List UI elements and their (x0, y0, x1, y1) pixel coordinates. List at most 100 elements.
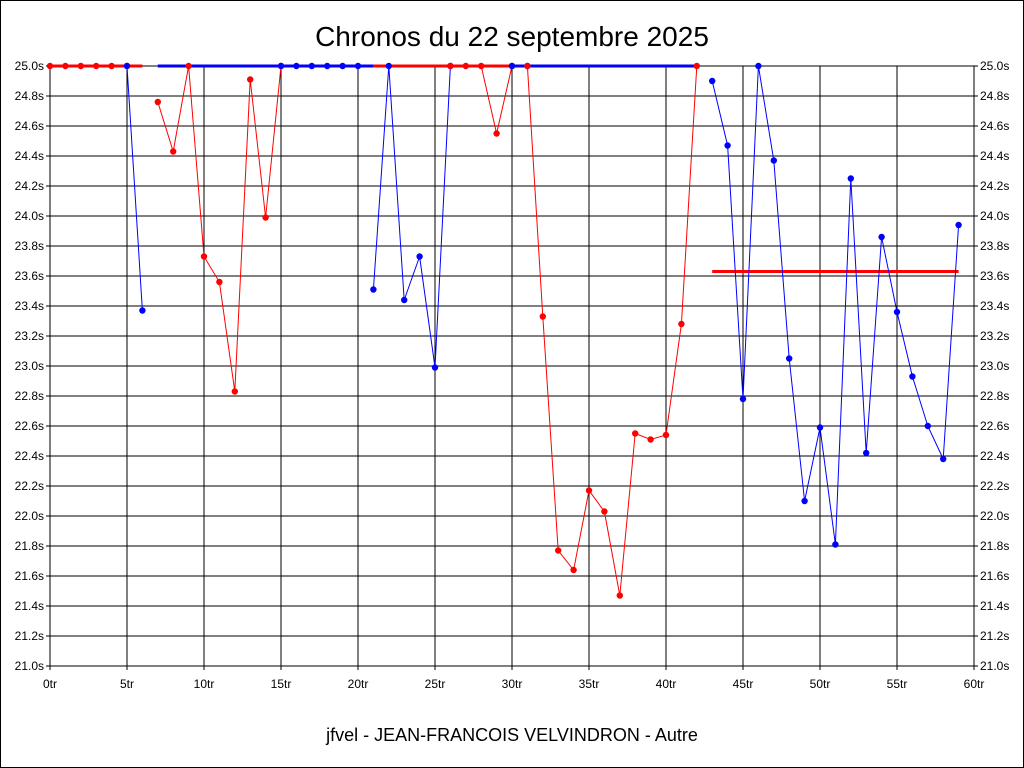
data-point (662, 431, 670, 439)
x-tick-label: 15tr (271, 677, 292, 691)
y-tick-label-right: 24.2s (980, 179, 1009, 193)
data-point (647, 436, 654, 443)
data-point (308, 62, 315, 70)
x-tick-label: 25tr (425, 677, 446, 691)
y-tick-label-right: 23.6s (980, 269, 1009, 283)
y-tick-label-right: 24.4s (980, 149, 1009, 163)
chart-title: Chronos du 22 septembre 2025 (315, 21, 709, 52)
x-tick-label: 20tr (348, 677, 369, 691)
y-tick-label-right: 22.6s (980, 419, 1009, 433)
data-point (108, 62, 115, 70)
y-tick-label-right: 23.4s (980, 299, 1009, 313)
data-point (431, 364, 439, 371)
data-point (401, 296, 408, 304)
x-tick-label: 0tr (43, 677, 57, 691)
data-point (724, 142, 731, 149)
grid (46, 65, 978, 670)
data-point (277, 62, 285, 70)
y-tick-label-left: 23.2s (15, 329, 44, 343)
y-tick-label-left: 23.4s (15, 299, 44, 313)
data-point (955, 221, 962, 229)
x-tick-label: 5tr (120, 677, 134, 691)
data-point (46, 62, 54, 70)
data-point (878, 233, 885, 241)
y-tick-label-right: 21.2s (980, 629, 1009, 643)
y-tick-label-right: 22.2s (980, 479, 1009, 493)
series-points (46, 62, 962, 599)
data-point (770, 157, 777, 164)
data-point (893, 308, 901, 316)
y-tick-label-right: 23.0s (980, 359, 1009, 373)
x-tick-label: 10tr (194, 677, 215, 691)
data-point (154, 98, 161, 106)
x-tick-label: 40tr (656, 677, 677, 691)
data-point (585, 487, 593, 494)
y-tick-label-right: 24.6s (980, 119, 1009, 133)
y-tick-label-left: 24.8s (15, 89, 44, 103)
data-point (570, 566, 577, 574)
data-point (478, 62, 485, 70)
series-line (526, 65, 698, 596)
data-point (200, 253, 208, 260)
y-tick-label-left: 25.0s (15, 59, 44, 73)
data-point (370, 286, 377, 293)
series-line (126, 65, 143, 311)
data-point (462, 62, 469, 70)
y-tick-label-right: 23.2s (980, 329, 1009, 343)
data-point (293, 62, 300, 70)
data-point (940, 455, 947, 463)
y-tick-label-left: 23.8s (15, 239, 44, 253)
y-tick-label-right: 21.8s (980, 539, 1009, 553)
y-tick-label-right: 21.0s (980, 659, 1009, 673)
y-tick-label-left: 21.8s (15, 539, 44, 553)
chart-subtitle: jfvel - JEAN-FRANCOIS VELVINDRON - Autre (325, 725, 698, 745)
data-point (354, 62, 362, 70)
data-point (801, 497, 808, 505)
data-point (77, 62, 85, 70)
data-point (262, 214, 269, 221)
y-tick-label-left: 24.6s (15, 119, 44, 133)
data-point (555, 547, 562, 554)
y-tick-label-left: 24.2s (15, 179, 44, 193)
data-point (786, 355, 793, 362)
y-tick-label-right: 25.0s (980, 59, 1009, 73)
data-point (632, 430, 639, 437)
y-tick-label-right: 24.0s (980, 209, 1009, 223)
data-point (739, 395, 747, 403)
data-point (493, 130, 500, 137)
data-point (539, 313, 546, 320)
y-tick-label-right: 21.6s (980, 569, 1009, 583)
data-point (678, 320, 685, 328)
data-point (816, 424, 824, 431)
data-point (693, 62, 700, 70)
x-tick-label: 30tr (502, 677, 523, 691)
y-tick-label-left: 22.6s (15, 419, 44, 433)
data-point (601, 508, 608, 515)
data-point (709, 77, 716, 85)
x-tick-label: 60tr (964, 677, 985, 691)
y-tick-label-right: 21.4s (980, 599, 1009, 613)
series-line (157, 65, 282, 392)
data-point (416, 253, 423, 260)
x-tick-label: 55tr (887, 677, 908, 691)
data-point (62, 62, 69, 70)
data-point (123, 62, 131, 70)
x-tick-label: 50tr (810, 677, 831, 691)
y-tick-label-left: 21.4s (15, 599, 44, 613)
data-point (170, 148, 177, 155)
y-tick-label-right: 22.8s (980, 389, 1009, 403)
tick-labels: 21.0s 21.0s 21.2s 21.2s 21.4s 21.4s 21.6s 21.6s… (15, 59, 1010, 691)
y-tick-label-left: 24.0s (15, 209, 44, 223)
data-point (909, 373, 916, 380)
data-point (832, 541, 839, 548)
series-line (450, 65, 513, 134)
y-tick-label-left: 21.0s (15, 659, 44, 673)
data-point (616, 592, 623, 599)
data-point (385, 62, 392, 70)
data-point (447, 62, 454, 70)
x-tick-label: 45tr (733, 677, 754, 691)
data-point (139, 307, 146, 314)
data-point (847, 175, 854, 182)
data-point (924, 422, 931, 430)
